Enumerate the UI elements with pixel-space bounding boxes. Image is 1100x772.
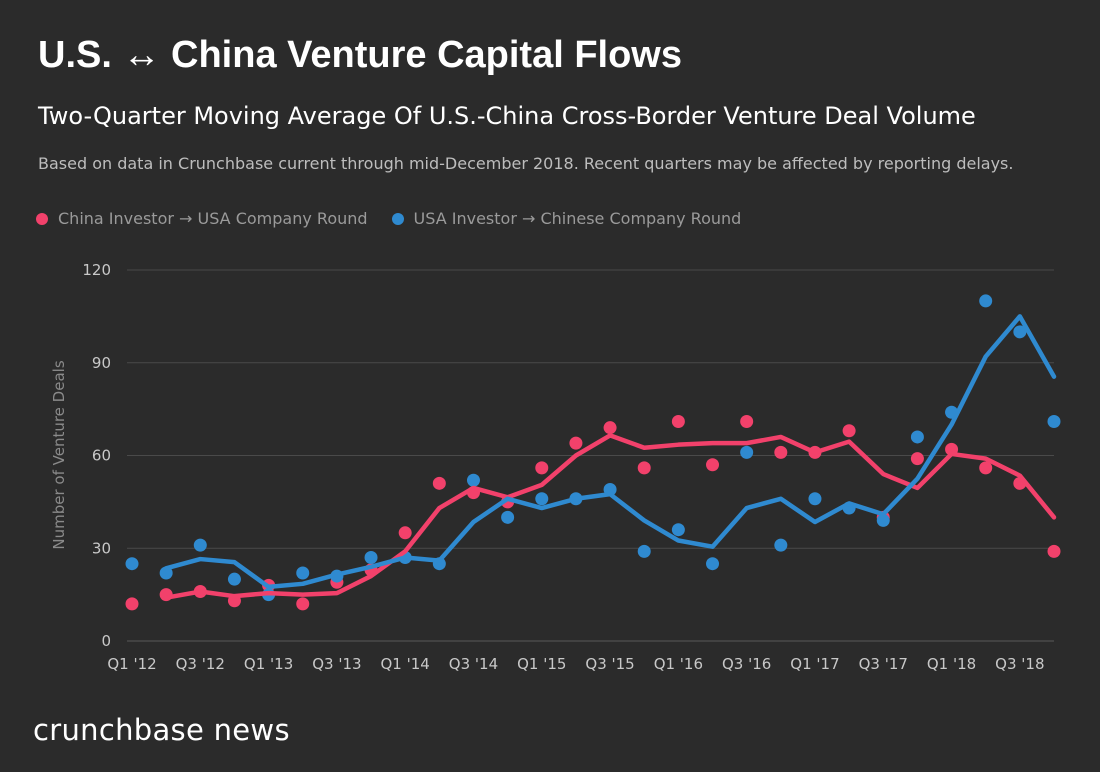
series-1-point [774,538,788,552]
series-0-point [398,526,412,540]
chart-title: U.S. ↔ China Venture Capital Flows [38,34,682,76]
series-1-point [910,430,924,444]
series-1-point [876,513,890,527]
series-1-point [364,551,378,565]
series-0-point [910,452,924,466]
series-1-point [193,538,207,552]
x-tick-label: Q3 '13 [312,655,361,673]
legend-dot-china-to-usa [36,212,48,225]
y-tick-label: 120 [82,261,111,279]
x-tick-label: Q3 '14 [449,655,498,673]
brand-logo-text: crunchbase news [33,713,290,747]
x-tick-label: Q1 '18 [927,655,976,673]
series-1-point [637,544,651,558]
series-0-point [296,597,310,611]
series-1-point [808,492,822,506]
data-note: Based on data in Crunchbase current thro… [38,154,1014,173]
x-tick-label: Q3 '15 [585,655,634,673]
series-0-point [569,436,583,450]
series-0-moving-average-line [163,433,1057,600]
series-1-point [296,566,310,580]
series-0-point [125,597,139,611]
y-tick-label: 0 [101,632,111,650]
series-0-point [706,458,720,472]
series-1-point [979,294,993,308]
x-tick-label: Q1 '13 [244,655,293,673]
series-1-point [466,473,480,487]
chart-legend: China Investor → USA Company Round USA I… [36,209,765,228]
legend-dot-usa-to-china [391,212,404,225]
series-0-point [432,476,446,490]
x-tick-label: Q1 '15 [517,655,566,673]
series-1-point [535,492,549,506]
x-tick-label: Q3 '17 [859,655,908,673]
series-0-point [979,461,993,475]
series-1-point [227,572,241,586]
series-0-point [637,461,651,475]
x-tick-label: Q1 '12 [107,655,156,673]
series-1-point [740,445,754,459]
series-0-point [535,461,549,475]
y-tick-label: 60 [92,447,111,465]
series-1-moving-average-line [163,314,1057,590]
x-tick-label: Q1 '16 [654,655,703,673]
series-0-point [1047,544,1061,558]
x-tick-label: Q1 '14 [381,655,430,673]
series-1-point [125,557,139,571]
y-axis-label: Number of Venture Deals [50,360,68,549]
series-0-point [740,414,754,428]
chart-plot: 0 30 60 90 120 Q1 '12 Q3 '12 Q1 '13 Q3 '13 Q1 '14… [50,261,1061,673]
series-0-point [671,414,685,428]
legend-label-usa-to-china: USA Investor → Chinese Company Round [413,209,742,228]
y-tick-label: 90 [92,354,111,372]
legend-item-usa-to-china: USA Investor → Chinese Company Round [391,209,742,228]
series-1-point [706,557,720,571]
legend-item-china-to-usa: China Investor → USA Company Round [36,209,368,228]
series-1-point [501,510,515,524]
series-0-point [842,424,856,438]
x-tick-label: Q3 '16 [722,655,771,673]
series-1-point [1047,414,1061,428]
y-tick-label: 30 [92,539,111,557]
x-tick-label: Q1 '17 [790,655,839,673]
series-0-point [774,445,788,459]
x-tick-label: Q3 '12 [176,655,225,673]
series-1-point [1013,325,1027,339]
chart-subtitle: Two-Quarter Moving Average Of U.S.-China… [38,102,976,130]
series-0-point [603,421,617,435]
x-tick-label: Q3 '18 [995,655,1044,673]
series-1-point [671,523,685,537]
legend-label-china-to-usa: China Investor → USA Company Round [58,209,368,228]
